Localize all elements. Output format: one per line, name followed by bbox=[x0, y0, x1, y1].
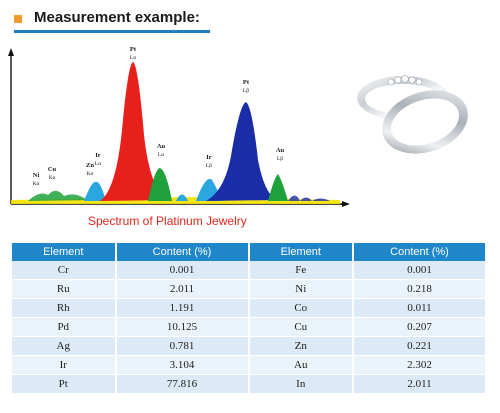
cell-content: 0.218 bbox=[354, 280, 487, 299]
header-content-1: Content (%) bbox=[116, 243, 250, 261]
cell-element: Ni bbox=[249, 280, 354, 299]
header-element-1: Element bbox=[12, 243, 117, 261]
label-au-la-line: Lα bbox=[158, 152, 164, 158]
label-ir-lb-element: Ir bbox=[206, 154, 212, 161]
xrf-spectrum: Ni Kα Cu Kα Zn Kα Ir Lα Pt Lα Au Lα Ir L… bbox=[8, 46, 350, 207]
table-header-row: Element Content (%) Element Content (%) bbox=[12, 243, 487, 261]
table-row: Rh 1.191 Co 0.011 bbox=[12, 299, 487, 318]
label-ni-line: Kα bbox=[33, 181, 40, 187]
label-ir-lb-line: Lβ bbox=[206, 163, 212, 169]
green-background-peaks bbox=[28, 190, 100, 201]
cell-element: Pd bbox=[12, 318, 117, 337]
section-title: Measurement example: bbox=[34, 9, 200, 26]
cell-element: Cr bbox=[12, 261, 117, 280]
cell-element: Ir bbox=[12, 356, 117, 375]
red-peak-pt-la bbox=[100, 62, 168, 201]
green-peak-au-la bbox=[148, 168, 172, 201]
tail-peaks bbox=[288, 195, 330, 201]
table-row: Ag 0.781 Zn 0.221 bbox=[12, 337, 487, 356]
cell-content: 2.302 bbox=[354, 356, 487, 375]
cyan-peak-ir-la bbox=[84, 181, 106, 201]
label-ni-element: Ni bbox=[33, 172, 40, 179]
cell-content: 0.001 bbox=[116, 261, 250, 280]
cell-element: Co bbox=[249, 299, 354, 318]
cell-content: 2.011 bbox=[116, 280, 250, 299]
x-axis-arrow bbox=[342, 201, 350, 207]
header-element-2: Element bbox=[249, 243, 354, 261]
cyan-peak-2 bbox=[176, 194, 188, 201]
label-au-lb-line: Lβ bbox=[277, 156, 283, 162]
table-row: Ir 3.104 Au 2.302 bbox=[12, 356, 487, 375]
cell-content: 0.781 bbox=[116, 337, 250, 356]
cell-content: 77.816 bbox=[116, 375, 250, 394]
cell-element: Pt bbox=[12, 375, 117, 394]
cell-element: Au bbox=[249, 356, 354, 375]
cell-content: 0.001 bbox=[354, 261, 487, 280]
spectrum-caption: Spectrum of Platinum Jewelry bbox=[88, 214, 247, 228]
label-zn-element: Zn bbox=[86, 162, 94, 169]
cell-content: 2.011 bbox=[354, 375, 487, 394]
cell-content: 10.125 bbox=[116, 318, 250, 337]
cell-content: 0.207 bbox=[354, 318, 487, 337]
label-ir-la-line: Lα bbox=[95, 161, 101, 167]
cell-content: 3.104 bbox=[116, 356, 250, 375]
cell-element: In bbox=[249, 375, 354, 394]
cell-content: 1.191 bbox=[116, 299, 250, 318]
header-underline bbox=[14, 30, 210, 33]
cell-content: 0.011 bbox=[354, 299, 487, 318]
header-content-2: Content (%) bbox=[354, 243, 487, 261]
label-cu-line: Kα bbox=[49, 175, 56, 181]
cell-content: 0.221 bbox=[354, 337, 487, 356]
label-au-la-element: Au bbox=[157, 143, 166, 150]
table-row: Pd 10.125 Cu 0.207 bbox=[12, 318, 487, 337]
green-peak-au-lb bbox=[268, 174, 288, 201]
diamond-row bbox=[387, 75, 423, 86]
y-axis-arrow bbox=[8, 48, 14, 56]
bullet-square-icon bbox=[14, 15, 22, 23]
cell-element: Rh bbox=[12, 299, 117, 318]
cell-element: Cu bbox=[249, 318, 354, 337]
cell-element: Zn bbox=[249, 337, 354, 356]
blue-peak-pt-lb bbox=[206, 102, 276, 201]
cell-element: Fe bbox=[249, 261, 354, 280]
label-pt-la-element: Pt bbox=[130, 46, 137, 53]
label-cu-element: Cu bbox=[48, 166, 57, 173]
cell-element: Ag bbox=[12, 337, 117, 356]
composition-table: Element Content (%) Element Content (%) … bbox=[12, 243, 487, 394]
cell-element: Ru bbox=[12, 280, 117, 299]
label-zn-line: Kα bbox=[87, 171, 94, 177]
platinum-rings-photo bbox=[357, 75, 468, 154]
ring-front-inner bbox=[391, 98, 459, 146]
section-header: Measurement example: bbox=[14, 6, 214, 33]
table-row: Ru 2.011 Ni 0.218 bbox=[12, 280, 487, 299]
label-pt-lb-element: Pt bbox=[243, 79, 250, 86]
label-pt-lb-line: Lβ bbox=[243, 88, 249, 94]
label-pt-la-line: Lα bbox=[130, 55, 136, 61]
table-row: Cr 0.001 Fe 0.001 bbox=[12, 261, 487, 280]
label-ir-la-element: Ir bbox=[95, 152, 101, 159]
label-au-lb-element: Au bbox=[276, 147, 285, 154]
table-row: Pt 77.816 In 2.011 bbox=[12, 375, 487, 394]
